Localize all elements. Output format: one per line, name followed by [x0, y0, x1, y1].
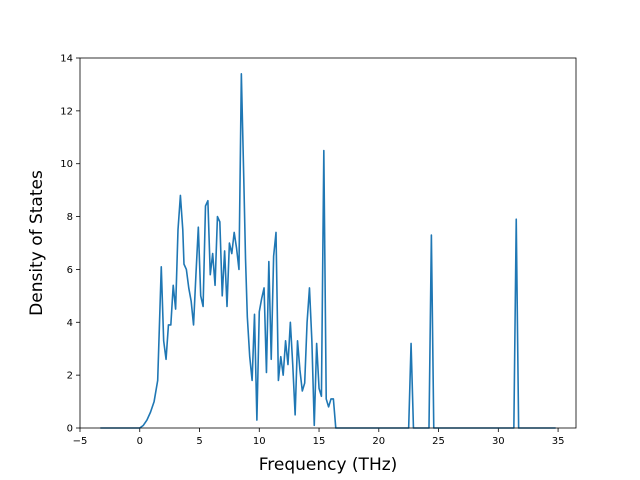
x-axis-ticks: −5 0 5 10 15 20 25 30 35 — [73, 428, 565, 447]
x-tick-label: 25 — [432, 436, 445, 447]
x-tick-label: 30 — [492, 436, 505, 447]
x-tick-label: 15 — [313, 436, 326, 447]
x-tick-label: 35 — [552, 436, 565, 447]
y-tick-label: 4 — [67, 318, 73, 329]
y-axis-title: Density of States — [27, 170, 47, 316]
x-axis-title: Frequency (THz) — [259, 455, 398, 475]
dos-series-line — [100, 73, 556, 429]
x-tick-label: 10 — [253, 436, 266, 447]
y-tick-label: 0 — [67, 424, 73, 435]
plot-background — [80, 58, 576, 428]
y-tick-label: 14 — [60, 54, 73, 65]
y-tick-label: 12 — [60, 106, 73, 117]
x-tick-label: −5 — [73, 436, 88, 447]
y-tick-label: 2 — [67, 371, 73, 382]
plot-frame — [79, 57, 577, 429]
y-tick-label: 6 — [67, 265, 73, 276]
y-tick-label: 10 — [60, 159, 73, 170]
y-tick-label: 8 — [67, 212, 73, 223]
x-tick-label: 5 — [196, 436, 202, 447]
x-tick-label: 20 — [372, 436, 385, 447]
x-tick-label: 0 — [137, 436, 143, 447]
y-axis-ticks: 0 2 4 6 8 10 12 14 — [60, 54, 80, 435]
